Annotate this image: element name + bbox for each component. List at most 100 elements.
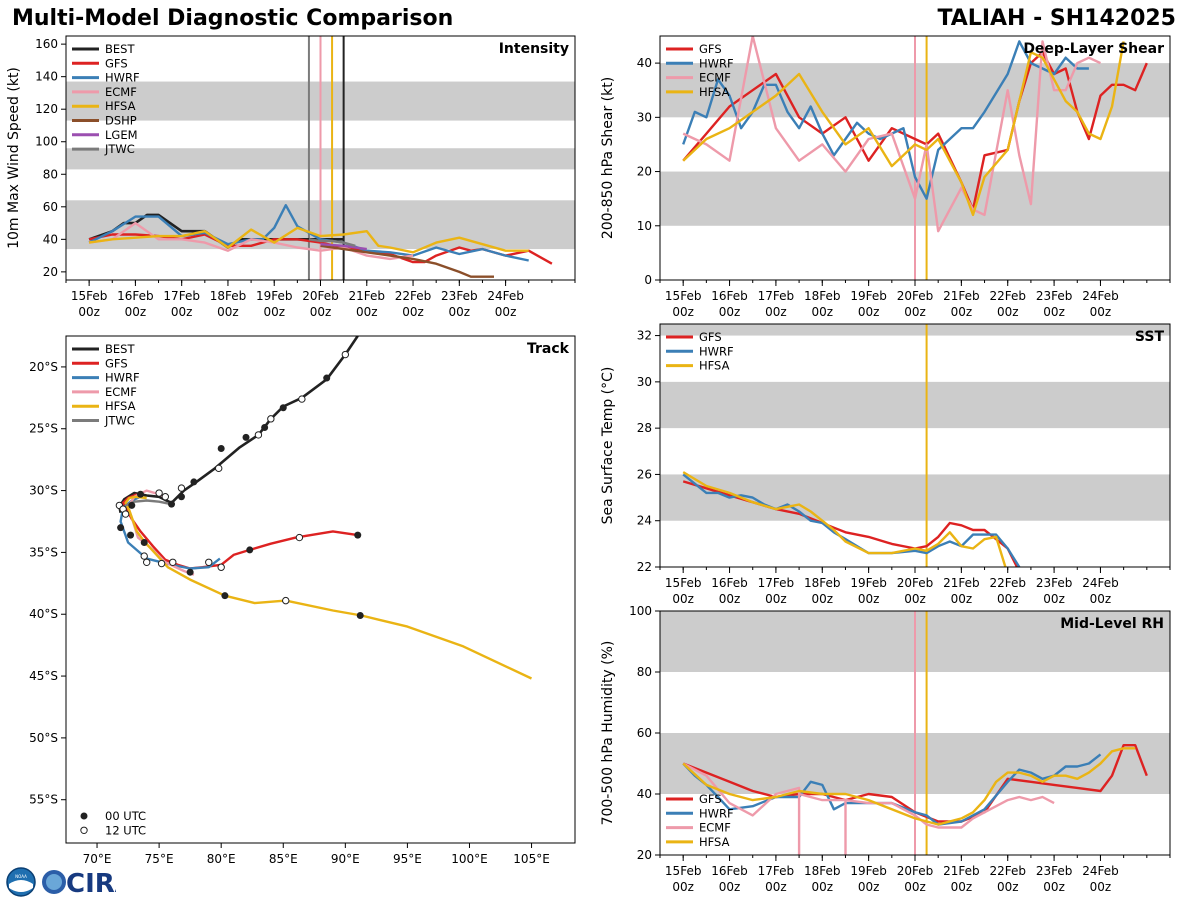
cira-logo: NOAA CIRA <box>6 867 116 898</box>
y-tick-label: 30 <box>637 110 652 124</box>
x-tick-date: 20Feb <box>302 289 339 303</box>
x-tick-hour: 00z <box>125 305 147 319</box>
y-tick-label: 100 <box>35 135 58 149</box>
x-tick-date: 20Feb <box>897 864 934 878</box>
x-tick-date: 21Feb <box>943 289 980 303</box>
x-tick-hour: 00z <box>858 880 880 894</box>
rh-panel <box>655 610 1171 861</box>
panel-title: Track <box>527 341 570 357</box>
threshold-band <box>660 381 1170 429</box>
y-tick-label: 20 <box>43 265 58 279</box>
x-tick-date: 22Feb <box>989 289 1026 303</box>
x-tick-date: 22Feb <box>395 289 432 303</box>
legend-label-hfsa: HFSA <box>105 99 136 113</box>
series-line-hwrf <box>682 753 1102 826</box>
track-point-00utc <box>356 611 364 619</box>
legend-label-hfsa: HFSA <box>105 399 136 413</box>
track-point-12utc <box>267 415 275 423</box>
x-tick-hour: 00z <box>811 880 833 894</box>
x-tick-hour: 00z <box>672 305 694 319</box>
panel-title: SST <box>1135 329 1165 345</box>
x-tick-date: 21Feb <box>349 289 386 303</box>
track-point-12utc <box>282 596 290 605</box>
legend-label-hwrf: HWRF <box>699 806 734 820</box>
track-point-00utc <box>127 531 135 539</box>
x-tick-hour: 00z <box>449 305 471 319</box>
legend-label-gfs: GFS <box>105 56 128 70</box>
x-tick-label: 95°E <box>393 852 422 866</box>
x-tick-hour: 00z <box>1043 880 1065 894</box>
x-tick-date: 21Feb <box>943 576 980 590</box>
threshold-band <box>660 324 1170 336</box>
track-point-12utc <box>140 552 148 560</box>
track-point-00utc <box>242 433 250 441</box>
y-tick-label: 32 <box>637 329 652 343</box>
x-tick-hour: 00z <box>997 305 1019 319</box>
x-tick-label: 85°E <box>269 852 298 866</box>
track-point-12utc <box>341 350 350 359</box>
x-tick-label: 80°E <box>207 852 236 866</box>
track-point-00utc <box>323 374 331 382</box>
track-point-00utc <box>177 493 185 501</box>
x-tick-hour: 00z <box>171 305 193 319</box>
series-line-ecmf <box>682 762 1055 855</box>
x-tick-label: 105°E <box>513 852 550 866</box>
legend-label-jtwc: JTWC <box>104 414 135 428</box>
legend-label-hfsa: HFSA <box>699 359 730 373</box>
x-tick-hour: 00z <box>217 305 239 319</box>
legend-label-gfs: GFS <box>699 792 722 806</box>
y-tick-label: 50°S <box>29 731 58 745</box>
x-tick-date: 16Feb <box>711 864 748 878</box>
legend-label-hwrf: HWRF <box>699 344 734 358</box>
y-tick-label: 20 <box>637 848 652 862</box>
series-line-hfsa <box>124 495 533 680</box>
x-tick-hour: 00z <box>997 592 1019 606</box>
page-title: Multi-Model Diagnostic Comparison <box>12 6 454 31</box>
x-tick-hour: 00z <box>951 305 973 319</box>
x-tick-hour: 00z <box>719 880 741 894</box>
legend-label-lgem: LGEM <box>105 128 138 142</box>
track-panel <box>61 335 576 848</box>
track-point-00utc <box>117 524 125 532</box>
y-tick-label: 30 <box>637 375 652 389</box>
x-tick-hour: 00z <box>997 880 1019 894</box>
y-tick-label: 26 <box>637 467 652 481</box>
x-tick-hour: 00z <box>858 305 880 319</box>
series-line-lgem <box>320 243 367 251</box>
series-line-hwrf <box>682 473 1021 567</box>
y-tick-label: 30°S <box>29 484 58 498</box>
track-point-00utc <box>221 592 229 600</box>
track-point-00utc <box>246 546 254 554</box>
legend-label-dshp: DSHP <box>105 114 137 128</box>
track-point-12utc <box>215 464 223 473</box>
x-tick-date: 18Feb <box>804 289 841 303</box>
x-tick-label: 70°E <box>83 852 112 866</box>
y-tick-label: 10 <box>637 219 652 233</box>
legend-label-gfs: GFS <box>699 330 722 344</box>
x-tick-hour: 00z <box>719 305 741 319</box>
legend-label-hwrf: HWRF <box>699 56 734 70</box>
y-tick-label: 40 <box>637 56 652 70</box>
track-point-00utc <box>168 500 176 508</box>
y-tick-label: 45°S <box>29 669 58 683</box>
x-tick-date: 22Feb <box>989 576 1026 590</box>
x-tick-date: 24Feb <box>1082 864 1119 878</box>
series-line-best <box>118 336 359 514</box>
track-point-12utc <box>169 558 177 566</box>
x-tick-date: 18Feb <box>210 289 247 303</box>
legend-label-best: BEST <box>105 342 135 356</box>
y-tick-label: 160 <box>35 37 58 51</box>
series-line-ecmf <box>88 221 414 261</box>
storm-id: TALIAH - SH142025 <box>937 6 1176 31</box>
legend-label-ecmf: ECMF <box>699 71 731 85</box>
x-tick-hour: 00z <box>356 305 378 319</box>
x-tick-date: 16Feb <box>711 289 748 303</box>
x-tick-date: 24Feb <box>487 289 524 303</box>
track-point-12utc <box>217 563 225 571</box>
x-tick-date: 16Feb <box>117 289 154 303</box>
y-tick-label: 25°S <box>29 422 58 436</box>
y-tick-label: 20°S <box>29 360 58 374</box>
track-point-12utc <box>155 489 163 497</box>
track-point-12utc <box>121 510 130 518</box>
